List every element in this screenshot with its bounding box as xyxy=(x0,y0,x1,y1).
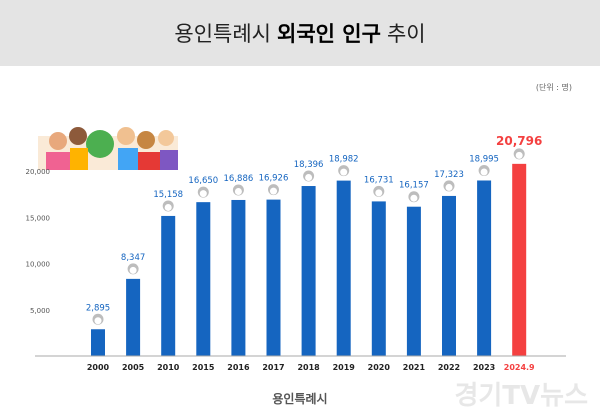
bar xyxy=(301,186,316,356)
crowd-illustration xyxy=(38,127,178,170)
person-icon-face xyxy=(164,203,172,211)
x-tick-label: 2021 xyxy=(403,363,426,372)
person-icon-face xyxy=(480,168,488,176)
value-label: 16,157 xyxy=(399,181,429,191)
x-tick-label: 2005 xyxy=(122,363,145,372)
y-tick-label: 5,000 xyxy=(30,307,50,315)
person-icon-face xyxy=(199,190,207,198)
bar xyxy=(477,180,492,356)
x-tick-label: 2023 xyxy=(473,363,495,372)
value-label: 18,396 xyxy=(294,160,324,170)
person-icon-face xyxy=(234,187,242,195)
x-tick-label: 2015 xyxy=(192,363,215,372)
bar xyxy=(336,180,351,356)
value-label: 16,926 xyxy=(259,174,289,184)
x-tick-label: 2017 xyxy=(262,363,284,372)
person-icon-face xyxy=(515,151,523,159)
bar xyxy=(442,195,456,356)
title-prefix: 용인특례시 xyxy=(174,22,272,46)
value-label: 8,347 xyxy=(121,253,145,263)
bar xyxy=(91,329,105,356)
bar xyxy=(266,199,281,356)
value-label: 2,895 xyxy=(86,303,110,313)
person-icon-face xyxy=(375,189,383,197)
value-label: 16,731 xyxy=(364,175,394,185)
y-tick-label: 20,000 xyxy=(26,168,51,176)
x-tick-label: 2016 xyxy=(227,363,250,372)
person-icon-face xyxy=(129,266,137,274)
value-label: 15,158 xyxy=(153,190,183,200)
footer-logo: 용인특례시 xyxy=(272,392,328,406)
title-bold: 외국인 인구 xyxy=(277,22,381,46)
x-tick-label: 2022 xyxy=(438,363,460,372)
bar xyxy=(231,199,246,356)
x-tick-label: 2020 xyxy=(368,363,391,372)
x-tick-label: 2024.9 xyxy=(504,363,535,372)
value-label: 18,982 xyxy=(329,155,359,165)
bar xyxy=(512,163,527,356)
person-icon-face xyxy=(94,317,102,325)
person-icon-face xyxy=(270,187,277,195)
watermark: 경기TV뉴스 xyxy=(454,381,588,411)
value-label: 18,995 xyxy=(469,154,499,164)
bar xyxy=(406,206,421,356)
value-label: 17,323 xyxy=(434,170,464,180)
x-tick-label: 2019 xyxy=(333,363,356,372)
x-tick-label: 2010 xyxy=(157,363,180,372)
x-tick-label: 2000 xyxy=(87,363,110,372)
person-icon-face xyxy=(340,168,348,176)
unit-label: (단위 : 명) xyxy=(535,83,572,92)
value-label: 20,796 xyxy=(496,134,542,148)
bar xyxy=(126,278,141,356)
chart-title: 용인특례시 외국인 인구 추이 xyxy=(0,0,600,66)
person-icon-face xyxy=(410,194,418,202)
y-tick-label: 10,000 xyxy=(26,261,51,269)
person-icon-face xyxy=(445,183,453,191)
title-suffix: 추이 xyxy=(386,22,426,46)
value-label: 16,886 xyxy=(224,174,254,184)
bar xyxy=(196,202,211,356)
x-tick-label: 2018 xyxy=(297,363,320,372)
value-label: 16,650 xyxy=(188,176,218,186)
bar xyxy=(161,215,176,356)
person-icon-face xyxy=(305,174,313,182)
bar xyxy=(371,201,386,356)
y-tick-label: 15,000 xyxy=(26,214,51,222)
